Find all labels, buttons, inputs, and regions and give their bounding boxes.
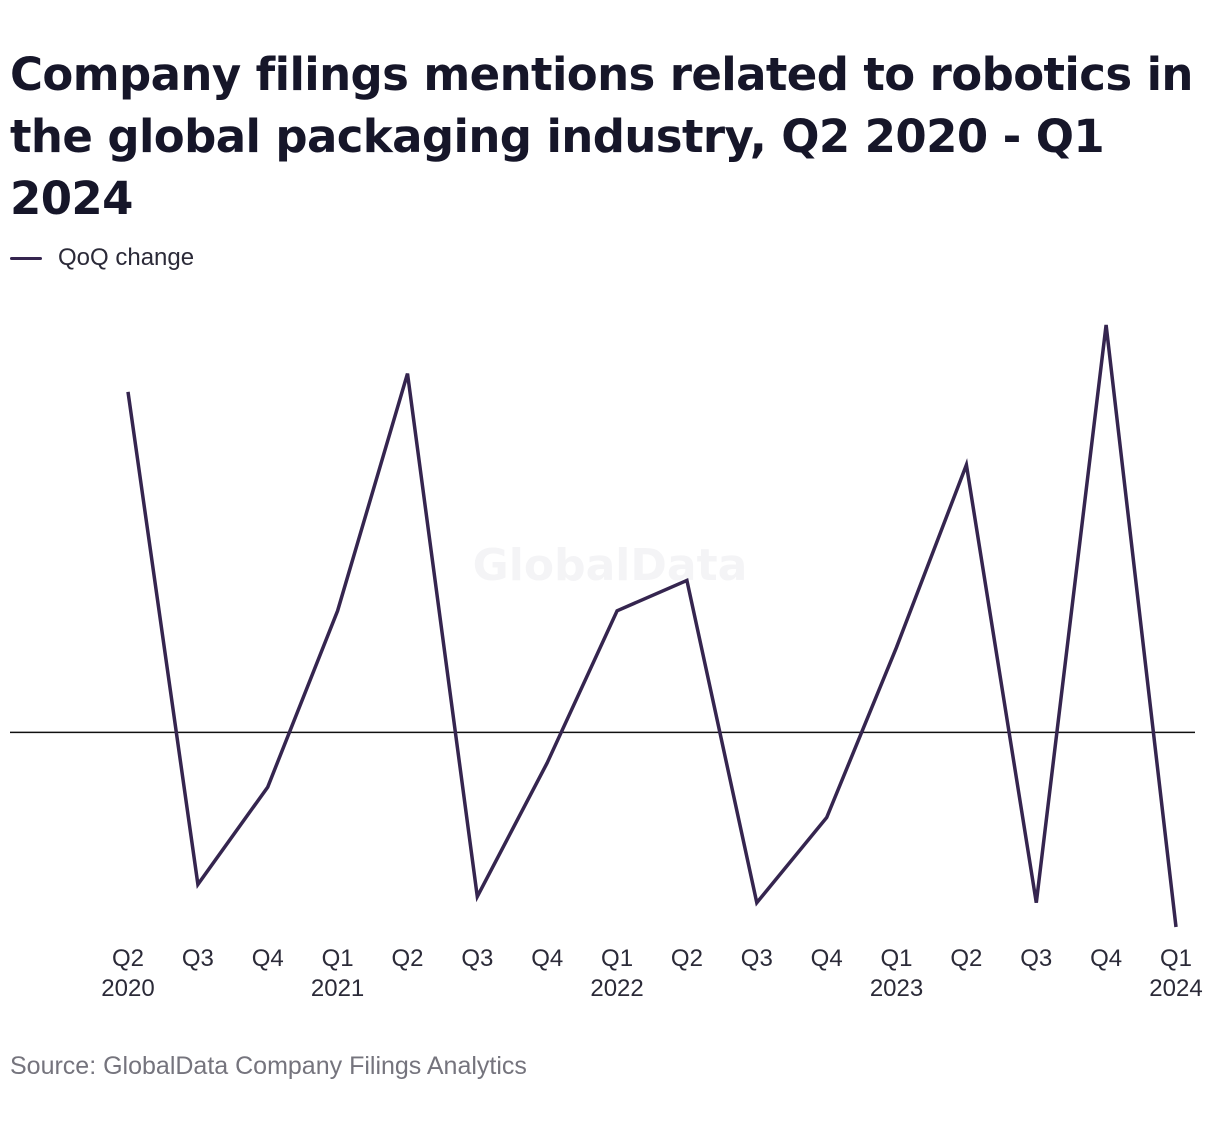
series-layer [126,324,1178,928]
x-tick-label-4: Q1 2021 [311,945,364,1002]
x-tick-label-16: Q1 2024 [1149,945,1202,1002]
watermark-text: GlobalData [473,540,748,591]
legend-label-qoq-change: QoQ change [58,244,195,271]
x-tick-label-5: Q2 [391,945,423,972]
x-tick-label-9: Q2 [671,945,703,972]
x-tick-label-10: Q3 [741,945,773,972]
chart-title: Company filings mentions related to robo… [10,48,1193,225]
x-tick-label-14: Q3 [1020,945,1052,972]
x-tick-label-13: Q2 [950,945,982,972]
x-tick-label-1: Q2 2020 [101,945,154,1002]
legend: QoQ change [10,243,194,273]
x-tick-label-8: Q1 2022 [590,945,643,1002]
x-tick-label-2: Q3 [182,945,214,972]
x-tick-label-3: Q4 [252,945,284,972]
x-tick-label-12: Q1 2023 [870,945,923,1002]
legend-swatch-qoq-change [10,256,42,260]
x-axis-ticks: Q2 2020 Q3 Q4 Q1 2021 Q2 Q3 Q4 Q1 2022 Q2 Q3 Q4 Q1 2023… [101,945,1202,1002]
x-tick-label-6: Q3 [461,945,493,972]
x-tick-label-7: Q4 [531,945,563,972]
source-note: Source: GlobalData Company Filings Analy… [10,1052,527,1080]
series-line-qoq-change [126,324,1178,928]
x-tick-label-11: Q4 [811,945,843,972]
x-tick-label-15: Q4 [1090,945,1122,972]
